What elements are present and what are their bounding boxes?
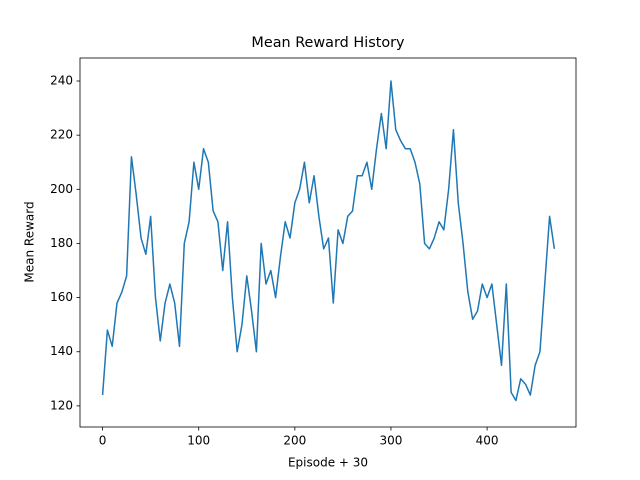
plot-frame xyxy=(79,57,577,428)
chart-title: Mean Reward History xyxy=(251,35,405,51)
y-axis-label: Mean Reward xyxy=(23,201,37,282)
x-tick-label: 0 xyxy=(99,434,107,448)
y-tick-label: 240 xyxy=(50,74,73,88)
y-tick-label: 140 xyxy=(50,344,73,358)
x-tick-label: 400 xyxy=(476,434,499,448)
x-tick-label: 300 xyxy=(380,434,403,448)
y-tick-label: 200 xyxy=(50,182,73,196)
x-tick-label: 100 xyxy=(187,434,210,448)
x-axis-label: Episode + 30 xyxy=(288,456,368,470)
y-tick-label: 220 xyxy=(50,128,73,142)
x-tick-label: 200 xyxy=(283,434,306,448)
line xyxy=(101,80,556,402)
y-tick-label: 120 xyxy=(50,398,73,412)
y-tick-label: 180 xyxy=(50,236,73,250)
y-tick-label: 160 xyxy=(50,290,73,304)
